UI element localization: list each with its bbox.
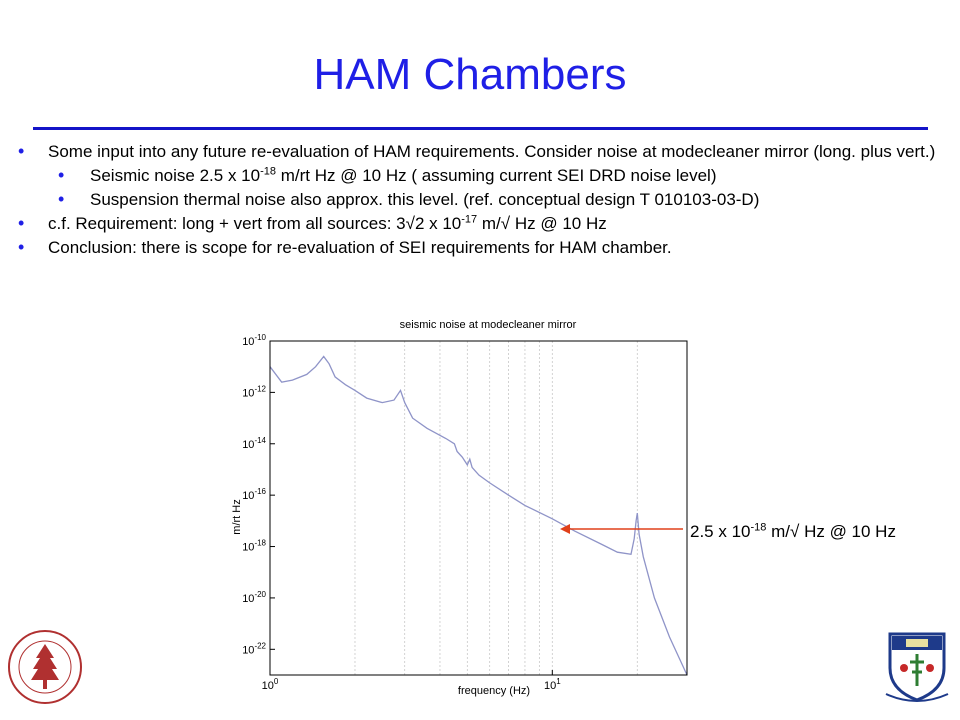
requirement-text: c.f. Requirement: long + vert from all s…: [48, 214, 462, 233]
bullet-list: Some input into any future re-evaluation…: [18, 141, 948, 262]
arrow-head: [560, 524, 570, 534]
x-axis-label: frequency (Hz): [458, 685, 530, 697]
y-tick-label: 10-18: [242, 539, 266, 554]
requirement-text-rest: m/√ Hz @ 10 Hz: [477, 214, 607, 233]
bullet-requirement: c.f. Requirement: long + vert from all s…: [18, 213, 948, 234]
chart-title: seismic noise at modecleaner mirror: [400, 319, 577, 331]
y-tick-label: 10-16: [242, 487, 266, 502]
chart-background: [228, 312, 690, 702]
seismic-text-rest: m/rt Hz @ 10 Hz ( assuming current SEI D…: [276, 166, 717, 185]
sub-bullet-thermal: Suspension thermal noise also approx. th…: [18, 189, 948, 210]
seismic-noise-chart: seismic noise at modecleaner mirror 10-1…: [228, 312, 690, 702]
y-tick-label: 10-20: [242, 590, 266, 605]
y-axis-label: m/rt Hz: [231, 499, 243, 534]
x-tick-label: 100: [262, 677, 279, 692]
y-tick-label: 10-22: [242, 641, 266, 656]
callout-label: 2.5 x 10-18 m/√ Hz @ 10 Hz: [690, 522, 896, 542]
bullet-1-text: Some input into any future re-evaluation…: [48, 142, 936, 161]
bullet-conclusion: Conclusion: there is scope for re-evalua…: [18, 237, 948, 258]
y-tick-label: 10-10: [242, 333, 266, 348]
seismic-text: Seismic noise 2.5 x 10: [90, 166, 261, 185]
callout-text: 2.5 x 10: [690, 522, 751, 541]
x-tick-label: 101: [544, 677, 561, 692]
requirement-exponent: -17: [461, 213, 478, 226]
y-tick-label: 10-14: [242, 436, 266, 451]
thermal-text: Suspension thermal noise also approx. th…: [90, 190, 760, 209]
stanford-seal-logo: [8, 630, 82, 704]
bullet-1: Some input into any future re-evaluation…: [18, 141, 948, 162]
callout-text-rest: m/√ Hz @ 10 Hz: [766, 522, 896, 541]
glasgow-crest-logo: [885, 632, 949, 702]
callout-exponent: -18: [750, 521, 767, 534]
plot-frame: [269, 340, 688, 676]
series-line: [269, 355, 688, 676]
seismic-exponent: -18: [260, 165, 276, 178]
page-title: HAM Chambers: [313, 50, 627, 99]
y-tick-label: 10-12: [242, 384, 266, 399]
sub-bullet-seismic: Seismic noise 2.5 x 10-18 m/rt Hz @ 10 H…: [18, 165, 948, 186]
title-underline: [33, 127, 928, 130]
conclusion-text: Conclusion: there is scope for re-evalua…: [48, 238, 672, 257]
